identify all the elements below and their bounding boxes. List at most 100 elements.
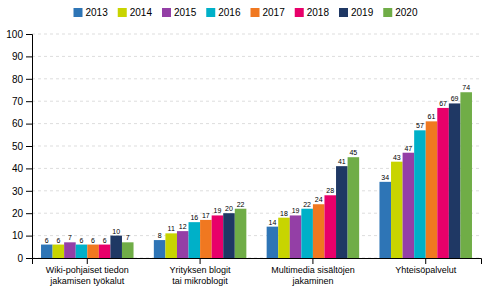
bar	[391, 162, 403, 258]
data-label: 61	[428, 113, 436, 120]
bar	[41, 245, 53, 258]
y-tick: 80	[12, 74, 32, 85]
data-label: 69	[451, 95, 459, 102]
bars	[41, 92, 472, 258]
y-tick-mark	[26, 168, 32, 169]
bar	[301, 209, 313, 258]
y-tick-mark	[26, 146, 32, 147]
legend-label: 2018	[307, 7, 330, 18]
bar	[449, 103, 461, 258]
legend-swatch	[251, 8, 260, 17]
grid-line	[32, 34, 481, 35]
bar	[336, 166, 348, 258]
y-tick: 70	[12, 96, 32, 107]
data-label: 14	[269, 219, 277, 226]
legend-label: 2014	[130, 7, 153, 18]
x-tick-mark	[312, 258, 313, 264]
grid-line	[32, 146, 481, 147]
data-label: 34	[381, 174, 389, 181]
legend-swatch	[206, 8, 215, 17]
y-tick-label: 10	[12, 230, 24, 241]
y-tick: 50	[12, 141, 32, 152]
legend-item: 2019	[339, 7, 374, 18]
legend-item: 2013	[74, 7, 109, 18]
y-tick-label: 80	[12, 74, 24, 85]
y-tick-label: 20	[12, 208, 24, 219]
x-tick-label: Wiki-pohjaiset tiedonjakamisen työkalut	[46, 265, 129, 285]
x-axis-line	[33, 259, 482, 265]
bar	[53, 245, 65, 258]
x-tick-label-line: tai mikroblogit	[172, 276, 228, 286]
bar	[324, 195, 336, 258]
legend-item: 2015	[162, 7, 197, 18]
y-tick: 0	[17, 253, 32, 264]
data-label: 57	[416, 122, 424, 129]
data-label: 11	[168, 225, 175, 232]
legend-swatch	[162, 8, 171, 17]
data-label: 43	[393, 154, 401, 161]
y-tick-mark	[26, 56, 32, 57]
x-tick-label-line: jakaminen	[291, 276, 333, 286]
y-tick-label: 50	[12, 141, 24, 152]
bar	[426, 121, 438, 258]
data-label: 12	[179, 223, 187, 230]
legend-swatch	[339, 8, 348, 17]
data-label: 19	[214, 207, 222, 214]
grid	[32, 34, 481, 258]
legend-swatch	[383, 8, 392, 17]
data-labels: 6814346111843712194761622576172461619286…	[45, 84, 470, 243]
y-tick: 90	[12, 51, 32, 62]
legend-label: 2015	[174, 7, 197, 18]
bar	[87, 245, 99, 258]
data-label: 7	[126, 234, 130, 241]
legend-item: 2018	[295, 7, 330, 18]
data-label: 18	[280, 210, 288, 217]
y-axis: 0102030405060708090100	[6, 29, 32, 264]
bar	[403, 153, 415, 258]
data-label: 6	[45, 237, 49, 244]
x-tick-label-line: jakamisen työkalut	[49, 276, 125, 286]
bar	[165, 233, 177, 258]
x-tick: Wiki-pohjaiset tiedonjakamisen työkalut	[46, 258, 129, 286]
bar	[64, 242, 76, 258]
grid-line	[32, 123, 481, 124]
bar	[267, 227, 279, 258]
grid-line	[32, 101, 481, 102]
y-tick: 40	[12, 163, 32, 174]
legend-swatch	[74, 8, 83, 17]
data-label: 41	[338, 158, 346, 165]
x-tick: Multimedia sisältöjenjakaminen	[271, 258, 355, 286]
bar	[110, 236, 122, 258]
x-tick: Yrityksen blogittai mikroblogit	[170, 258, 232, 286]
data-label: 6	[103, 237, 107, 244]
y-tick-mark	[26, 191, 32, 192]
bar	[212, 215, 224, 258]
y-tick-label: 0	[17, 253, 23, 264]
data-label: 6	[56, 237, 60, 244]
bar	[99, 245, 111, 258]
legend-item: 2020	[383, 7, 418, 18]
data-label: 67	[439, 100, 447, 107]
data-label: 6	[80, 237, 84, 244]
legend-label: 2013	[86, 7, 109, 18]
y-tick: 10	[12, 230, 32, 241]
bar	[278, 218, 290, 258]
legend-label: 2019	[351, 7, 374, 18]
x-tick-label: Multimedia sisältöjenjakaminen	[271, 265, 355, 285]
y-tick-mark	[26, 236, 32, 237]
y-tick-mark	[26, 79, 32, 80]
data-label: 6	[91, 237, 95, 244]
y-tick-mark	[26, 258, 32, 259]
bar	[348, 157, 360, 258]
bar	[379, 182, 391, 258]
data-label: 20	[225, 205, 233, 212]
data-label: 7	[68, 234, 72, 241]
legend-swatch	[295, 8, 304, 17]
bar	[177, 231, 189, 258]
data-label: 17	[202, 212, 210, 219]
y-tick-label: 40	[12, 163, 24, 174]
bar	[290, 215, 302, 258]
x-tick-mark	[425, 258, 426, 264]
legend-label: 2017	[263, 7, 286, 18]
legend-label: 2016	[218, 7, 241, 18]
